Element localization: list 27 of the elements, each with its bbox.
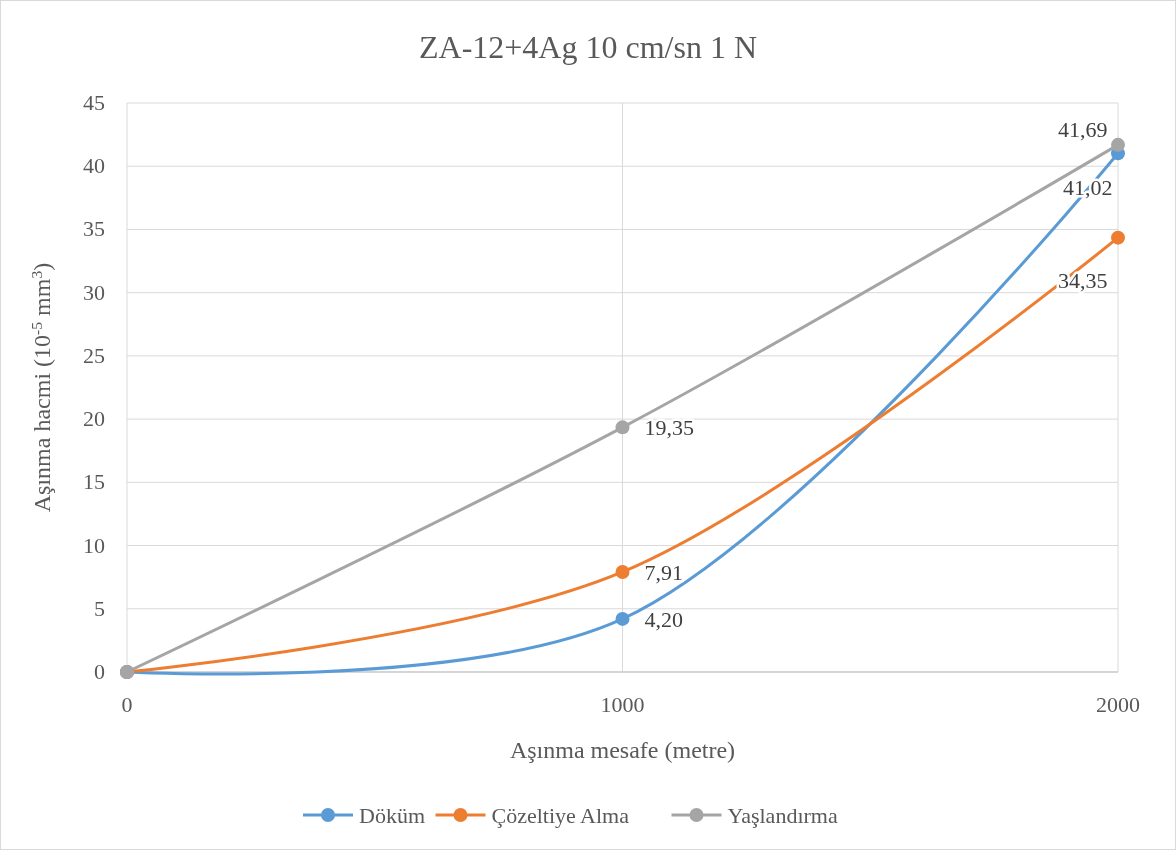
x-tick-label: 1000 <box>600 692 645 717</box>
x-tick-label: 2000 <box>1096 692 1140 717</box>
chart-title: ZA-12+4Ag 10 cm/sn 1 N <box>418 29 758 65</box>
point <box>1111 230 1125 245</box>
data-label: 4,20 <box>644 606 683 632</box>
data-label: 19,35 <box>644 415 694 441</box>
legend-label: Yaşlandırma <box>727 803 838 828</box>
y-tick-label: 40 <box>83 153 105 179</box>
data-label: 41,69 <box>1058 116 1108 142</box>
point <box>615 420 630 435</box>
y-tick-label: 35 <box>83 216 105 242</box>
y-tick-label: 30 <box>83 279 105 305</box>
x-tick-label: 0 <box>121 692 133 717</box>
legend-label: Çözeltiye Alma <box>491 803 630 828</box>
y-tick-label: 10 <box>83 532 105 558</box>
y-tick-label: 25 <box>83 342 105 368</box>
point <box>615 564 630 579</box>
y-tick-label: 45 <box>83 90 105 115</box>
y-tick-label: 5 <box>94 595 105 621</box>
x-axis-title: Aşınma mesafe (metre) <box>509 737 736 763</box>
y-tick-label: 20 <box>83 406 105 432</box>
y-tick-label: 15 <box>83 469 105 495</box>
legend-label: Döküm <box>359 803 425 828</box>
y-tick-label: 0 <box>94 659 105 684</box>
data-label: 7,91 <box>644 559 683 585</box>
point <box>615 611 630 626</box>
point <box>1111 137 1125 152</box>
